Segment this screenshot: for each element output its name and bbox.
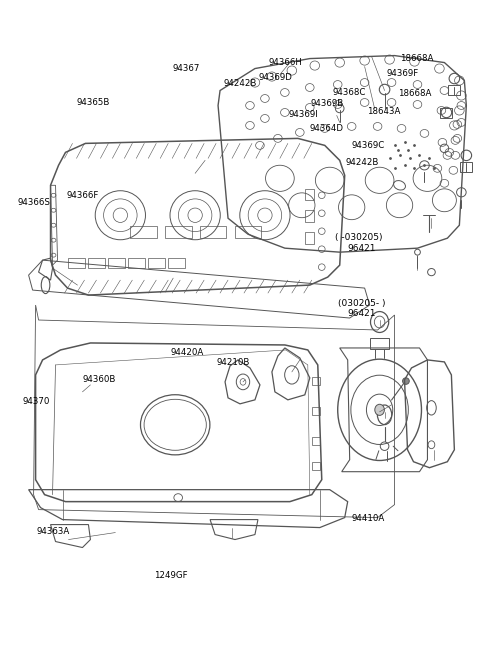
Text: 94363A: 94363A bbox=[36, 527, 70, 536]
Bar bbox=[370, 338, 389, 350]
Bar bbox=[305, 210, 314, 222]
Bar bbox=[69, 257, 85, 268]
Bar bbox=[165, 227, 192, 238]
Bar bbox=[448, 85, 460, 96]
Text: 94410A: 94410A bbox=[352, 514, 385, 523]
Text: 94420A: 94420A bbox=[171, 348, 204, 357]
Text: 94364D: 94364D bbox=[309, 124, 343, 133]
Text: 94368C: 94368C bbox=[333, 88, 366, 97]
Bar bbox=[305, 233, 314, 244]
Bar bbox=[460, 162, 472, 172]
Text: 1249GF: 1249GF bbox=[154, 571, 187, 580]
Text: 94210B: 94210B bbox=[216, 358, 250, 367]
Text: 18668A: 18668A bbox=[400, 54, 434, 63]
Bar bbox=[88, 257, 105, 268]
Bar bbox=[235, 227, 261, 238]
Text: 94369B: 94369B bbox=[311, 99, 344, 108]
Text: 96421: 96421 bbox=[348, 244, 376, 253]
Text: 94369I: 94369I bbox=[288, 110, 318, 119]
Text: 18668A: 18668A bbox=[398, 89, 432, 98]
Bar bbox=[312, 407, 321, 415]
Text: 94365B: 94365B bbox=[76, 98, 110, 107]
Text: 94370: 94370 bbox=[23, 397, 50, 406]
Bar bbox=[441, 108, 452, 119]
Bar bbox=[130, 227, 156, 238]
Text: 94360B: 94360B bbox=[82, 375, 116, 384]
Bar bbox=[312, 462, 321, 470]
Bar bbox=[108, 257, 125, 268]
Text: (030205- ): (030205- ) bbox=[338, 299, 386, 308]
Bar bbox=[312, 377, 321, 385]
Text: 96421: 96421 bbox=[348, 309, 376, 318]
Bar bbox=[128, 257, 145, 268]
Text: 94366F: 94366F bbox=[67, 191, 99, 200]
Text: ( -030205): ( -030205) bbox=[335, 233, 383, 242]
Ellipse shape bbox=[403, 378, 409, 384]
Text: 94242B: 94242B bbox=[345, 159, 379, 167]
Text: 94367: 94367 bbox=[173, 64, 200, 73]
Text: 94366H: 94366H bbox=[268, 58, 302, 67]
Text: 94369C: 94369C bbox=[352, 141, 385, 150]
Bar bbox=[200, 227, 227, 238]
Bar bbox=[312, 437, 321, 445]
Text: 18643A: 18643A bbox=[367, 107, 400, 117]
Text: 94369F: 94369F bbox=[386, 69, 419, 79]
Bar bbox=[168, 257, 185, 268]
Bar bbox=[148, 257, 165, 268]
Ellipse shape bbox=[375, 404, 384, 415]
Text: 94369D: 94369D bbox=[259, 73, 293, 83]
Text: 94242B: 94242B bbox=[223, 79, 257, 88]
Text: 94366S: 94366S bbox=[18, 198, 50, 206]
Bar bbox=[305, 189, 314, 200]
